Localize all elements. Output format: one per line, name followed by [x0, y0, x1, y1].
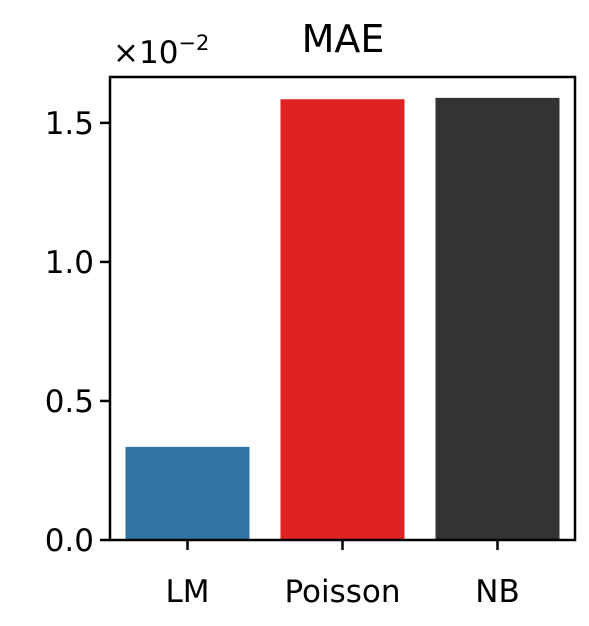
bar-nb [435, 97, 560, 540]
y-tick-label: 1.5 [45, 106, 94, 142]
y-ticks-group: 0.0 0.5 1.0 1.5 [45, 106, 110, 559]
y-tick-label: 0.0 [45, 523, 94, 559]
bar-poisson [280, 99, 405, 540]
y-tick-label: 1.0 [45, 245, 94, 281]
y-tick-label: 0.5 [45, 384, 94, 420]
x-tick-label-nb: NB [475, 574, 519, 610]
bars-group [125, 97, 560, 540]
chart-title: MAE [302, 17, 385, 61]
y-offset-exponent: −2 [178, 31, 209, 55]
y-offset-prefix: ×10 [113, 35, 178, 71]
x-ticks-group: LM Poisson NB [165, 540, 520, 610]
bar-lm [125, 446, 250, 540]
y-axis-offset-label: ×10−2 [113, 31, 209, 71]
plot-area-frame [108, 75, 577, 542]
x-tick-label-poisson: Poisson [284, 574, 400, 610]
x-tick-label-lm: LM [165, 574, 209, 610]
